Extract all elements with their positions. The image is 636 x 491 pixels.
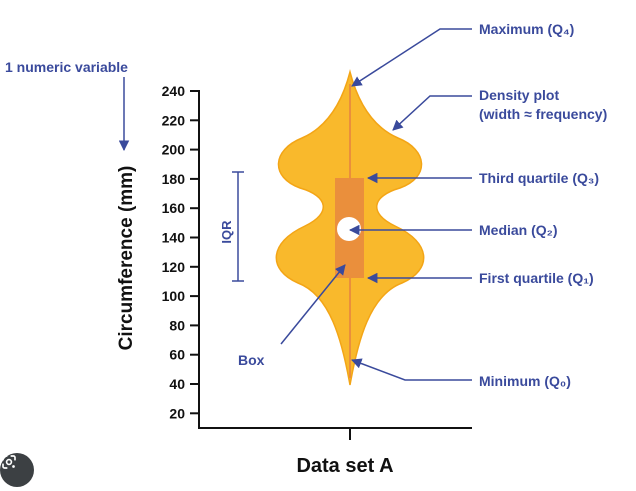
median-marker — [337, 217, 361, 241]
y-tick-label: 160 — [162, 200, 186, 216]
y-tick-label: 80 — [169, 317, 185, 333]
y-tick-label: 100 — [162, 288, 186, 304]
y-tick-label: 140 — [162, 230, 186, 246]
median-label: Median (Q₂) — [479, 222, 558, 238]
density-label-line1: Density plot — [479, 87, 559, 103]
density-label-line2: (width ≈ frequency) — [479, 106, 607, 122]
google-lens-icon[interactable] — [0, 453, 34, 487]
first-quartile-label: First quartile (Q₁) — [479, 270, 594, 286]
maximum-arrow — [352, 29, 472, 86]
minimum-label: Minimum (Q₀) — [479, 373, 571, 389]
y-tick-label: 240 — [162, 83, 186, 99]
iqr-label: IQR — [219, 220, 234, 244]
y-axis-label: Circumference (mm) — [116, 166, 137, 351]
density-arrow — [393, 96, 472, 130]
y-tick-label: 20 — [169, 405, 185, 421]
maximum-label: Maximum (Q₄) — [479, 21, 574, 37]
y-tick-label: 220 — [162, 112, 186, 128]
y-tick-label: 40 — [169, 376, 185, 392]
third-quartile-label: Third quartile (Q₃) — [479, 170, 599, 186]
y-tick-label: 200 — [162, 142, 186, 158]
y-axis-ticks: 240 220 200 180 160 140 120 100 80 60 40 20 — [162, 83, 199, 421]
y-tick-label: 60 — [169, 347, 185, 363]
box-label: Box — [238, 352, 265, 368]
minimum-arrow — [352, 360, 472, 380]
x-axis-label: Data set A — [296, 455, 393, 477]
y-tick-label: 180 — [162, 171, 186, 187]
lens-glyph — [0, 453, 18, 471]
y-tick-label: 120 — [162, 259, 186, 275]
variable-note: 1 numeric variable — [5, 59, 128, 75]
